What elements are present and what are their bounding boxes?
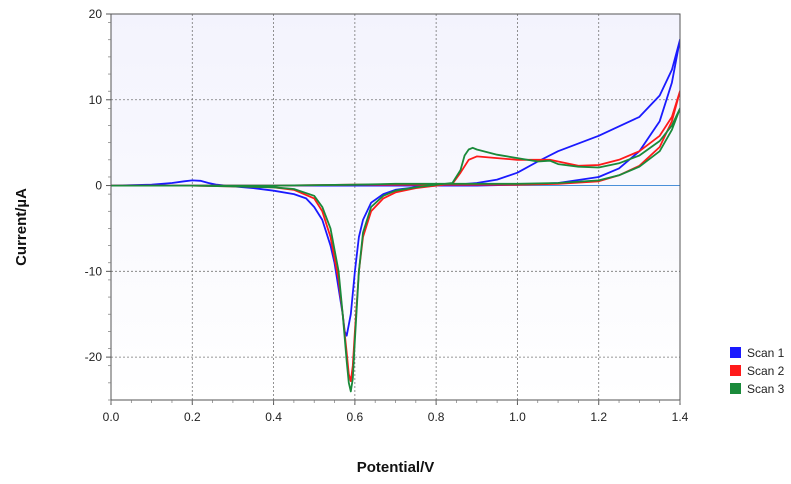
plot-area [111, 14, 680, 400]
legend-label-scan-3: Scan 3 [747, 382, 785, 396]
y-axis: 20 10 0 -10 -20 [85, 7, 111, 401]
y-axis-title: Current/µA [13, 188, 30, 266]
legend: Scan 1 Scan 2 Scan 3 [730, 346, 785, 396]
x-tick-label-1: 0.2 [184, 410, 201, 424]
legend-label-scan-1: Scan 1 [747, 346, 785, 360]
y-tick-label-1: 10 [89, 93, 103, 107]
series-layer [111, 38, 680, 393]
x-tick-label-6: 1.2 [590, 410, 607, 424]
legend-swatch-scan-2 [730, 365, 741, 376]
legend-label-scan-2: Scan 2 [747, 364, 785, 378]
y-tick-label-0: 20 [89, 7, 103, 21]
series-line-scan-3 [111, 107, 680, 393]
y-tick-label-4: -20 [85, 350, 103, 364]
x-tick-label-5: 1.0 [509, 410, 526, 424]
y-tick-label-2: 0 [95, 179, 102, 193]
x-tick-label-2: 0.4 [265, 410, 282, 424]
x-tick-label-3: 0.6 [347, 410, 364, 424]
series-line-scan-1 [111, 38, 680, 337]
legend-swatch-scan-3 [730, 383, 741, 394]
x-axis: 0.0 0.2 0.4 0.6 0.8 1.0 1.2 1.4 [103, 400, 689, 424]
x-tick-label-4: 0.8 [428, 410, 445, 424]
legend-swatch-scan-1 [730, 347, 741, 358]
x-tick-label-7: 1.4 [672, 410, 689, 424]
x-axis-title: Potential/V [357, 459, 435, 476]
y-tick-label-3: -10 [85, 264, 103, 278]
x-tick-label-0: 0.0 [103, 410, 120, 424]
